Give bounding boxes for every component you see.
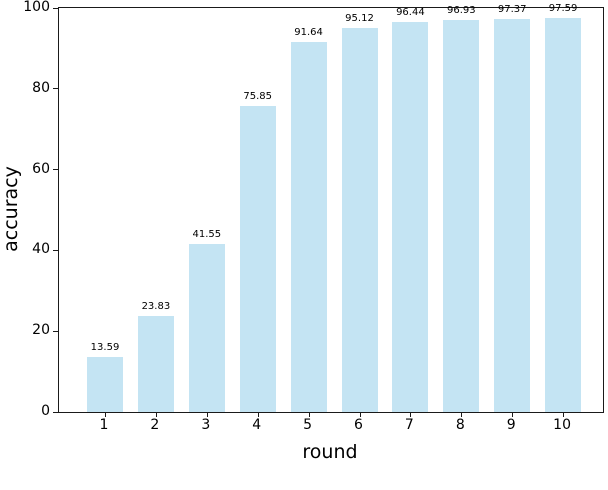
bar-round-4 <box>239 105 276 412</box>
x-tick-label: 4 <box>252 417 262 433</box>
x-tick-label: 10 <box>553 417 571 433</box>
x-tick-mark <box>155 413 157 417</box>
y-tick-label: 40 <box>32 241 50 258</box>
x-tick-mark <box>105 413 106 417</box>
bar-round-8 <box>443 20 480 412</box>
bar-round-3 <box>188 244 225 412</box>
y-tick-label: 60 <box>32 160 50 177</box>
x-tick-label: 8 <box>455 417 465 433</box>
y-tick-label: 100 <box>23 0 50 15</box>
x-tick-mark <box>512 413 514 417</box>
bar-value-label: 96.44 <box>396 7 425 19</box>
bar-round-7 <box>392 22 429 412</box>
x-tick-label: 6 <box>354 417 363 433</box>
bar-value-label: 75.85 <box>243 90 272 102</box>
plot-area: 13.59 23.83 41.55 75.85 91.64 95.12 96.44 96.93… <box>53 3 604 417</box>
bar-round-5 <box>290 41 327 412</box>
bar-round-1 <box>87 357 123 412</box>
x-tick-label: 9 <box>506 417 516 433</box>
bar-value-label: 97.37 <box>497 3 527 15</box>
x-tick-label: 1 <box>99 417 109 433</box>
bar-value-label: 91.64 <box>294 26 323 38</box>
x-tick-mark <box>308 413 310 417</box>
y-tick-mark <box>53 88 58 90</box>
y-tick-mark <box>53 7 58 9</box>
y-axis-label: accuracy <box>0 166 22 252</box>
x-tick-mark <box>206 413 208 417</box>
bar-round-10 <box>545 17 582 412</box>
y-tick-mark <box>53 169 58 171</box>
bar-round-9 <box>494 18 531 412</box>
y-tick-label: 80 <box>32 79 50 96</box>
x-tick-mark <box>410 413 412 417</box>
y-tick-mark <box>53 411 58 413</box>
bar-value-label: 41.55 <box>192 229 222 241</box>
y-tick-mark <box>53 330 58 332</box>
bar-round-2 <box>137 315 174 412</box>
x-tick-mark <box>461 413 463 417</box>
x-tick-label: 7 <box>404 417 414 433</box>
x-tick-label: 5 <box>303 417 313 433</box>
bar-value-label: 95.12 <box>345 12 374 24</box>
bar-value-label: 13.59 <box>90 342 120 354</box>
bar-value-label: 23.83 <box>141 300 171 312</box>
y-tick-mark <box>53 249 58 251</box>
x-tick-mark <box>257 413 259 417</box>
x-tick-mark <box>563 413 565 417</box>
bar-value-label: 96.93 <box>446 5 476 17</box>
bar-round-6 <box>341 27 378 412</box>
x-tick-label: 2 <box>150 417 160 433</box>
y-tick-label: 0 <box>41 403 50 419</box>
x-tick-label: 3 <box>201 417 211 433</box>
x-tick-mark <box>359 413 361 417</box>
bar-value-label: 97.59 <box>548 2 578 14</box>
y-tick-label: 20 <box>32 322 50 339</box>
x-axis-label: round <box>302 441 358 463</box>
